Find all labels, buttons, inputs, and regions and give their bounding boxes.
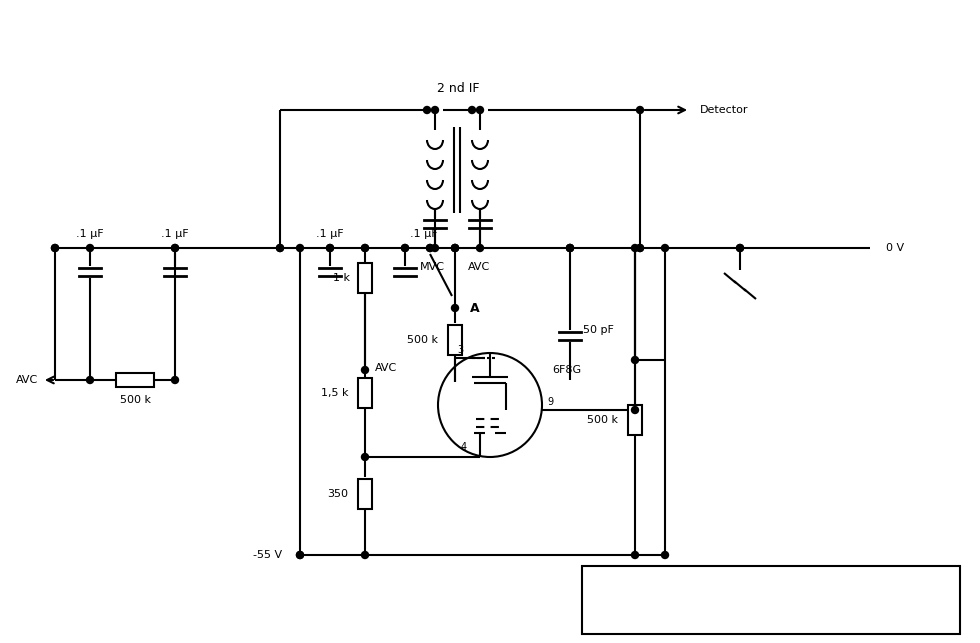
Circle shape xyxy=(402,244,409,251)
Text: 1 k: 1 k xyxy=(333,273,350,283)
Circle shape xyxy=(476,107,483,114)
Circle shape xyxy=(631,406,639,413)
Circle shape xyxy=(452,244,459,251)
Circle shape xyxy=(402,244,409,251)
Circle shape xyxy=(452,244,459,251)
Circle shape xyxy=(362,367,368,374)
Text: 500 k: 500 k xyxy=(120,395,151,405)
Text: 6F8G: 6F8G xyxy=(552,365,581,375)
Text: Jan Poortman  PA3ESY: Jan Poortman PA3ESY xyxy=(619,580,734,590)
Text: 1,5 k: 1,5 k xyxy=(320,388,348,398)
Circle shape xyxy=(172,244,178,251)
Text: 350: 350 xyxy=(327,489,348,499)
Circle shape xyxy=(86,377,93,383)
Bar xyxy=(358,479,372,509)
Bar xyxy=(628,405,642,435)
Text: .1 µF: .1 µF xyxy=(161,229,189,239)
Text: A: A xyxy=(470,302,479,314)
Circle shape xyxy=(362,552,368,559)
Circle shape xyxy=(362,453,368,460)
Text: 9: 9 xyxy=(547,397,553,407)
Circle shape xyxy=(566,244,573,251)
Circle shape xyxy=(468,107,475,114)
Text: .1 µF: .1 µF xyxy=(317,229,344,239)
Circle shape xyxy=(326,244,333,251)
Circle shape xyxy=(276,244,283,251)
Text: -55 V: -55 V xyxy=(253,550,282,560)
Text: 50 pF: 50 pF xyxy=(583,325,613,335)
Text: Detector: Detector xyxy=(700,105,749,115)
Circle shape xyxy=(297,552,304,559)
Circle shape xyxy=(86,244,93,251)
Circle shape xyxy=(431,107,438,114)
Text: MVC: MVC xyxy=(420,262,445,272)
Circle shape xyxy=(362,244,368,251)
Circle shape xyxy=(636,244,644,251)
Circle shape xyxy=(631,356,639,363)
Text: 0 V: 0 V xyxy=(886,243,905,253)
Circle shape xyxy=(452,244,459,251)
Circle shape xyxy=(631,552,639,559)
Circle shape xyxy=(431,244,438,251)
Text: AVC: AVC xyxy=(16,375,38,385)
Text: .1 µF: .1 µF xyxy=(76,229,104,239)
Circle shape xyxy=(737,244,744,251)
Circle shape xyxy=(662,244,668,251)
Circle shape xyxy=(52,244,59,251)
Text: 4: 4 xyxy=(461,442,467,452)
Circle shape xyxy=(636,107,644,114)
Circle shape xyxy=(426,244,433,251)
Bar xyxy=(358,263,372,293)
Circle shape xyxy=(276,244,283,251)
Text: 500 k: 500 k xyxy=(587,415,618,425)
Bar xyxy=(116,373,154,387)
Text: AVC: AVC xyxy=(468,262,490,272)
Circle shape xyxy=(172,377,178,383)
Circle shape xyxy=(566,244,573,251)
Circle shape xyxy=(426,244,433,251)
Text: NATIONAL CO., INC   MODEL NC-100XA.  AVC-CIRCUIT: NATIONAL CO., INC MODEL NC-100XA. AVC-CI… xyxy=(615,614,926,624)
Circle shape xyxy=(452,305,459,311)
Bar xyxy=(358,378,372,408)
Text: AVC: AVC xyxy=(375,363,397,373)
Text: 2 nd IF: 2 nd IF xyxy=(437,82,479,95)
Circle shape xyxy=(662,552,668,559)
Text: .1 µF: .1 µF xyxy=(410,229,438,239)
Bar xyxy=(448,325,462,355)
Circle shape xyxy=(423,107,430,114)
Circle shape xyxy=(172,244,178,251)
Circle shape xyxy=(52,244,59,251)
Circle shape xyxy=(297,552,304,559)
Circle shape xyxy=(362,244,368,251)
Circle shape xyxy=(326,244,333,251)
Text: 03-januari-2016: 03-januari-2016 xyxy=(825,580,908,590)
Text: 3: 3 xyxy=(457,345,464,355)
Circle shape xyxy=(636,244,644,251)
Circle shape xyxy=(297,244,304,251)
Text: 500 k: 500 k xyxy=(407,335,438,345)
Circle shape xyxy=(566,244,573,251)
Circle shape xyxy=(476,244,483,251)
Circle shape xyxy=(737,244,744,251)
Circle shape xyxy=(631,244,639,251)
Bar xyxy=(582,566,960,634)
